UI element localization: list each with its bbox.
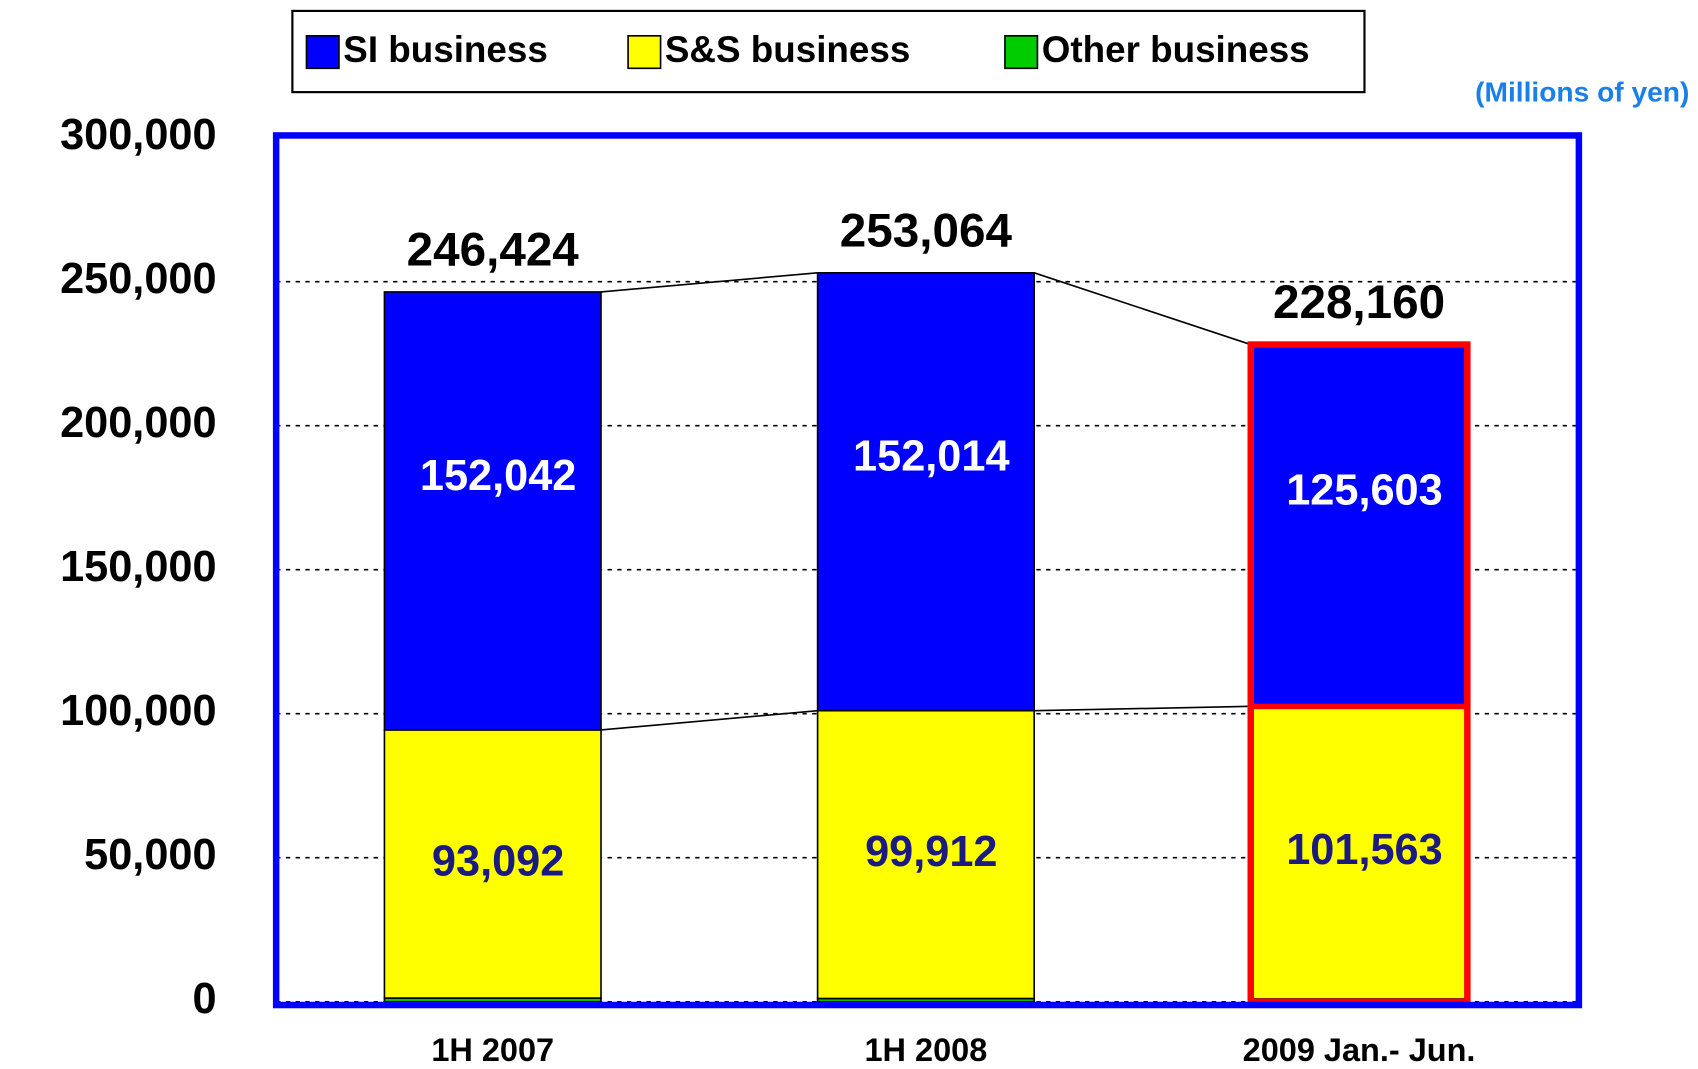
total-label: 253,064 (840, 204, 1013, 257)
bar-segment (816, 272, 1035, 712)
x-tick-label: 2009 Jan.- Jun. (1243, 1032, 1476, 1068)
data-label: 93,092 (432, 837, 564, 885)
y-tick-label: 100,000 (60, 687, 217, 735)
connector-line (1034, 705, 1251, 712)
legend-box (291, 9, 1366, 94)
data-label: 152,042 (420, 452, 577, 500)
y-tick-label: 300,000 (60, 111, 217, 159)
connector-line (600, 272, 818, 293)
total-label: 246,424 (407, 224, 580, 277)
y-tick-label: 50,000 (84, 831, 216, 879)
legend-label: Other business (1042, 29, 1310, 70)
legend-label: SI business (343, 29, 548, 70)
connector-line (600, 709, 818, 731)
bar-segment (1249, 705, 1469, 1000)
data-label: 125,603 (1286, 466, 1443, 514)
plot-frame (272, 132, 1583, 1009)
legend-swatch (627, 35, 662, 70)
bar-segment (816, 709, 1035, 1000)
connector-line (1033, 272, 1252, 346)
unit-label: (Millions of yen) (1475, 77, 1689, 108)
data-label: 99,912 (865, 828, 997, 876)
legend-label: S&S business (665, 29, 910, 70)
data-label: 101,563 (1286, 826, 1443, 874)
y-tick-label: 200,000 (60, 399, 217, 447)
y-tick-label: 150,000 (60, 543, 217, 591)
x-tick-label: 1H 2008 (865, 1032, 988, 1068)
x-tick-label: 1H 2007 (431, 1032, 554, 1068)
legend-swatch (305, 35, 340, 70)
data-label: 152,014 (853, 433, 1010, 481)
legend-swatch (1004, 35, 1039, 70)
y-tick-label: 0 (192, 975, 216, 1023)
y-tick-label: 250,000 (60, 255, 217, 303)
bar-segment (1249, 343, 1469, 708)
total-label: 228,160 (1273, 276, 1445, 329)
bar-segment (383, 291, 602, 731)
